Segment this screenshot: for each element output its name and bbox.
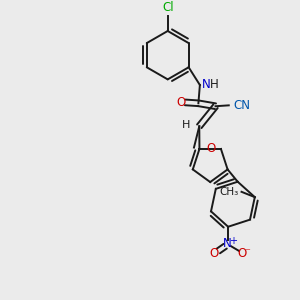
Text: O: O	[237, 248, 247, 260]
Text: N: N	[202, 78, 210, 91]
Text: CN: CN	[233, 99, 250, 112]
Text: H: H	[210, 78, 219, 91]
Text: O: O	[210, 248, 219, 260]
Text: +: +	[229, 236, 237, 246]
Text: CH₃: CH₃	[219, 187, 238, 197]
Text: N: N	[223, 237, 232, 250]
Text: Cl: Cl	[162, 1, 173, 14]
Text: O: O	[206, 142, 216, 155]
Text: O: O	[176, 96, 185, 109]
Text: H: H	[182, 120, 190, 130]
Text: ⁻: ⁻	[244, 248, 250, 258]
